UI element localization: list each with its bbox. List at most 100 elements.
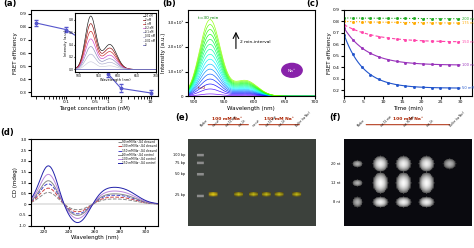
Line: 100 mM Na⁺-G4 cleaved: 100 mM Na⁺-G4 cleaved bbox=[31, 188, 158, 212]
150 mM Na⁺-G4 cleaved bbox=[155, 202, 161, 205]
Text: Marker: Marker bbox=[357, 118, 366, 127]
Text: Buffer (no Na⁺): Buffer (no Na⁺) bbox=[449, 110, 466, 127]
Text: cut 2h: cut 2h bbox=[278, 119, 286, 127]
Text: 100 mM Na⁺: 100 mM Na⁺ bbox=[462, 63, 474, 67]
150 mM Na⁺-G4 control bbox=[107, 186, 112, 189]
Y-axis label: Intensity (a.u.): Intensity (a.u.) bbox=[161, 33, 166, 73]
90 mM Na⁺-G4 control bbox=[107, 193, 112, 196]
90 mM Na⁺-G4 control bbox=[28, 199, 34, 202]
100 mM Na⁺-G4 cleaved bbox=[144, 201, 150, 204]
Text: 25 bp: 25 bp bbox=[175, 193, 185, 197]
Text: (f): (f) bbox=[329, 113, 340, 123]
Text: 12 nt: 12 nt bbox=[331, 181, 340, 185]
150 mM Na⁺-G4 control bbox=[104, 187, 110, 190]
Text: no cut: no cut bbox=[252, 119, 261, 127]
Text: cut 15 min: cut 15 min bbox=[380, 115, 393, 127]
150 mM Na⁺-G4 control bbox=[46, 164, 51, 167]
Text: Na⁺: Na⁺ bbox=[288, 69, 296, 73]
Text: t=0: t=0 bbox=[198, 86, 206, 90]
Text: Marker: Marker bbox=[199, 118, 209, 127]
Text: 8 nt: 8 nt bbox=[333, 199, 340, 204]
90 mM Na⁺-G4 control bbox=[46, 179, 51, 182]
Text: 100 bp: 100 bp bbox=[173, 153, 185, 157]
150 mM Na⁺-G4 control bbox=[144, 200, 150, 203]
Text: 75 bp: 75 bp bbox=[175, 161, 185, 165]
90 mM Na⁺-G4 cleaved bbox=[104, 198, 110, 201]
100 mM Na⁺-G4 cleaved bbox=[155, 202, 161, 205]
Text: 50 bp: 50 bp bbox=[175, 172, 185, 176]
90 mM Na⁺-G4 control bbox=[105, 193, 110, 196]
100 mM Na⁺-G4 cleaved bbox=[46, 187, 51, 190]
100 mM Na⁺-G4 control bbox=[104, 190, 110, 193]
100 mM Na⁺-G4 cleaved bbox=[28, 200, 34, 203]
90 mM Na⁺-G4 cleaved bbox=[105, 198, 110, 201]
100 mM Na⁺-G4 control bbox=[75, 217, 81, 220]
Text: 150 mM Na⁺: 150 mM Na⁺ bbox=[462, 40, 474, 44]
150 mM Na⁺-G4 control bbox=[28, 197, 34, 200]
90 mM Na⁺-G4 cleaved bbox=[75, 208, 81, 211]
150 mM Na⁺-G4 control bbox=[105, 187, 110, 190]
Line: 100 mM Na⁺-G4 control: 100 mM Na⁺-G4 control bbox=[31, 174, 158, 218]
100 mM Na⁺-G4 control bbox=[28, 198, 34, 201]
150 mM Na⁺-G4 cleaved bbox=[28, 200, 34, 203]
Text: cut 2h: cut 2h bbox=[237, 119, 246, 127]
Line: 90 mM Na⁺-G4 cleaved: 90 mM Na⁺-G4 cleaved bbox=[31, 192, 158, 210]
90 mM Na⁺-G4 control bbox=[136, 198, 142, 201]
100 mM Na⁺-G4 control bbox=[136, 197, 142, 200]
100 mM Na⁺-G4 control bbox=[28, 199, 34, 202]
100 mM Na⁺-G4 cleaved bbox=[105, 196, 110, 199]
Y-axis label: CD (mdeg): CD (mdeg) bbox=[13, 168, 18, 197]
Text: 175 mM Na⁺: 175 mM Na⁺ bbox=[462, 21, 474, 25]
90 mM Na⁺-G4 cleaved bbox=[144, 202, 150, 205]
X-axis label: Time (min): Time (min) bbox=[393, 106, 423, 111]
90 mM Na⁺-G4 cleaved bbox=[46, 191, 51, 194]
100 mM Na⁺-G4 control bbox=[107, 190, 112, 193]
90 mM Na⁺-G4 cleaved bbox=[155, 202, 161, 205]
X-axis label: Target concentration (nM): Target concentration (nM) bbox=[59, 106, 130, 111]
100 mM Na⁺-G4 cleaved bbox=[107, 196, 112, 199]
Text: (e): (e) bbox=[175, 113, 188, 123]
150 mM Na⁺-G4 cleaved bbox=[46, 183, 51, 186]
Line: 90 mM Na⁺-G4 control: 90 mM Na⁺-G4 control bbox=[31, 181, 158, 215]
150 mM Na⁺-G4 cleaved bbox=[28, 200, 34, 203]
Legend: 90 mM Na⁺-G4 cleaved, 100 mM Na⁺-G4 cleaved, 150 mM Na⁺-G4 cleaved, 90 mM Na⁺-G4: 90 mM Na⁺-G4 cleaved, 100 mM Na⁺-G4 clea… bbox=[118, 140, 157, 166]
Text: cut 15 min: cut 15 min bbox=[265, 115, 278, 127]
Text: 100 mM Na⁺: 100 mM Na⁺ bbox=[212, 117, 242, 121]
Text: 150 mM Na⁺: 150 mM Na⁺ bbox=[264, 117, 294, 121]
X-axis label: Wavelength (nm): Wavelength (nm) bbox=[71, 235, 118, 240]
150 mM Na⁺-G4 cleaved bbox=[107, 194, 112, 197]
Text: 20 nt: 20 nt bbox=[331, 161, 340, 166]
Y-axis label: FRET efficiency: FRET efficiency bbox=[327, 32, 332, 74]
100 mM Na⁺-G4 cleaved bbox=[28, 200, 34, 203]
100 mM Na⁺-G4 cleaved bbox=[136, 200, 142, 203]
Text: 200 mM Na⁺: 200 mM Na⁺ bbox=[462, 17, 474, 21]
Text: Buffer (no Na⁺): Buffer (no Na⁺) bbox=[295, 110, 312, 127]
90 mM Na⁺-G4 cleaved bbox=[28, 201, 34, 204]
X-axis label: Wavelength (nm): Wavelength (nm) bbox=[228, 106, 275, 111]
90 mM Na⁺-G4 control bbox=[104, 193, 110, 196]
Text: cut 2h: cut 2h bbox=[426, 119, 435, 127]
100 mM Na⁺-G4 cleaved bbox=[75, 210, 81, 213]
Text: (d): (d) bbox=[0, 128, 14, 137]
150 mM Na⁺-G4 control bbox=[28, 197, 34, 200]
Text: (c): (c) bbox=[306, 0, 319, 8]
Text: cut 30 min: cut 30 min bbox=[403, 115, 416, 127]
Text: 50 mM Na⁺: 50 mM Na⁺ bbox=[462, 86, 474, 90]
100 mM Na⁺-G4 control bbox=[155, 202, 161, 205]
90 mM Na⁺-G4 control bbox=[155, 202, 161, 205]
Text: (b): (b) bbox=[162, 0, 176, 8]
90 mM Na⁺-G4 cleaved bbox=[136, 200, 142, 203]
150 mM Na⁺-G4 cleaved bbox=[136, 199, 142, 202]
100 mM Na⁺-G4 control bbox=[144, 200, 150, 203]
Text: 100 mM Na⁺: 100 mM Na⁺ bbox=[393, 117, 423, 121]
150 mM Na⁺-G4 cleaved bbox=[104, 194, 110, 197]
90 mM Na⁺-G4 cleaved bbox=[28, 201, 34, 204]
Text: (a): (a) bbox=[3, 0, 16, 8]
90 mM Na⁺-G4 control bbox=[144, 201, 150, 204]
100 mM Na⁺-G4 control bbox=[46, 173, 51, 176]
100 mM Na⁺-G4 control bbox=[105, 190, 110, 193]
Circle shape bbox=[282, 63, 302, 77]
150 mM Na⁺-G4 cleaved bbox=[75, 212, 81, 215]
90 mM Na⁺-G4 control bbox=[75, 214, 81, 217]
Y-axis label: FRET efficiency: FRET efficiency bbox=[13, 32, 18, 74]
